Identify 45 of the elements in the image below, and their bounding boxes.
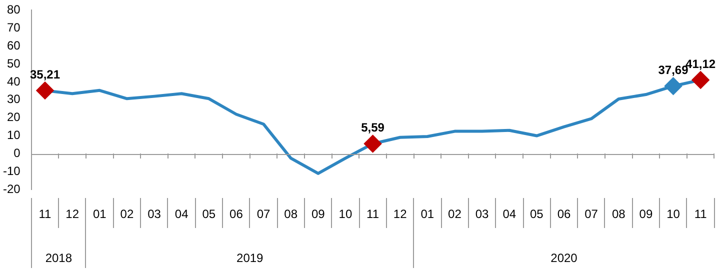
y-tick-label: 50	[6, 56, 21, 70]
x-tick-label: 03	[148, 207, 162, 222]
x-tick-label: 05	[530, 207, 544, 222]
x-tick-label: 12	[393, 207, 408, 222]
x-tick-label: 04	[174, 207, 189, 222]
x-tick-label: 12	[66, 207, 80, 222]
x-tick-label: 06	[230, 207, 244, 222]
y-tick-label: 20	[6, 110, 21, 124]
x-tick-label: 08	[612, 207, 626, 222]
point	[664, 78, 682, 95]
y-tick-label: 80	[6, 2, 21, 17]
text: 2020	[550, 251, 578, 265]
x-tick-label: 10	[338, 207, 352, 222]
x-tick-label: 06	[557, 207, 571, 222]
text: 2019	[236, 251, 264, 265]
data-label: 5,59	[361, 120, 385, 135]
point	[364, 135, 382, 152]
x-tick-label: 05	[202, 207, 216, 222]
x-tick-label: 09	[311, 207, 326, 222]
x-tick-label: 04	[502, 207, 516, 222]
y-tick-label: 70	[6, 20, 21, 34]
x-tick-label: 08	[284, 207, 298, 222]
x-tick-label: 01	[92, 207, 107, 222]
y-tick-label: 40	[6, 74, 21, 88]
y-tick-label: -20	[3, 182, 21, 196]
y-tick-label: 30	[6, 92, 21, 106]
x-tick-label: 01	[420, 207, 434, 222]
x-tick-label: 02	[448, 207, 462, 222]
x-tick-label: 02	[120, 207, 134, 222]
x-tick-label: 09	[639, 207, 653, 222]
x-tick-label: 07	[584, 207, 598, 222]
point	[36, 82, 54, 100]
x-tick-label: 07	[256, 207, 271, 222]
text: 2018	[45, 251, 72, 265]
x-tick-label: 03	[475, 207, 490, 222]
x-tick-label: 11	[694, 207, 708, 222]
point	[692, 71, 710, 88]
y-tick-label: 0	[14, 146, 21, 160]
x-tick-label: 11	[38, 207, 52, 222]
x-tick-label: 10	[666, 207, 680, 222]
y-tick-label: 10	[6, 128, 21, 142]
x-tick-label: 11	[366, 207, 380, 222]
y-tick-label: -10	[3, 164, 21, 178]
y-tick-label: 60	[6, 38, 21, 52]
data-label: 35,21	[30, 68, 60, 82]
